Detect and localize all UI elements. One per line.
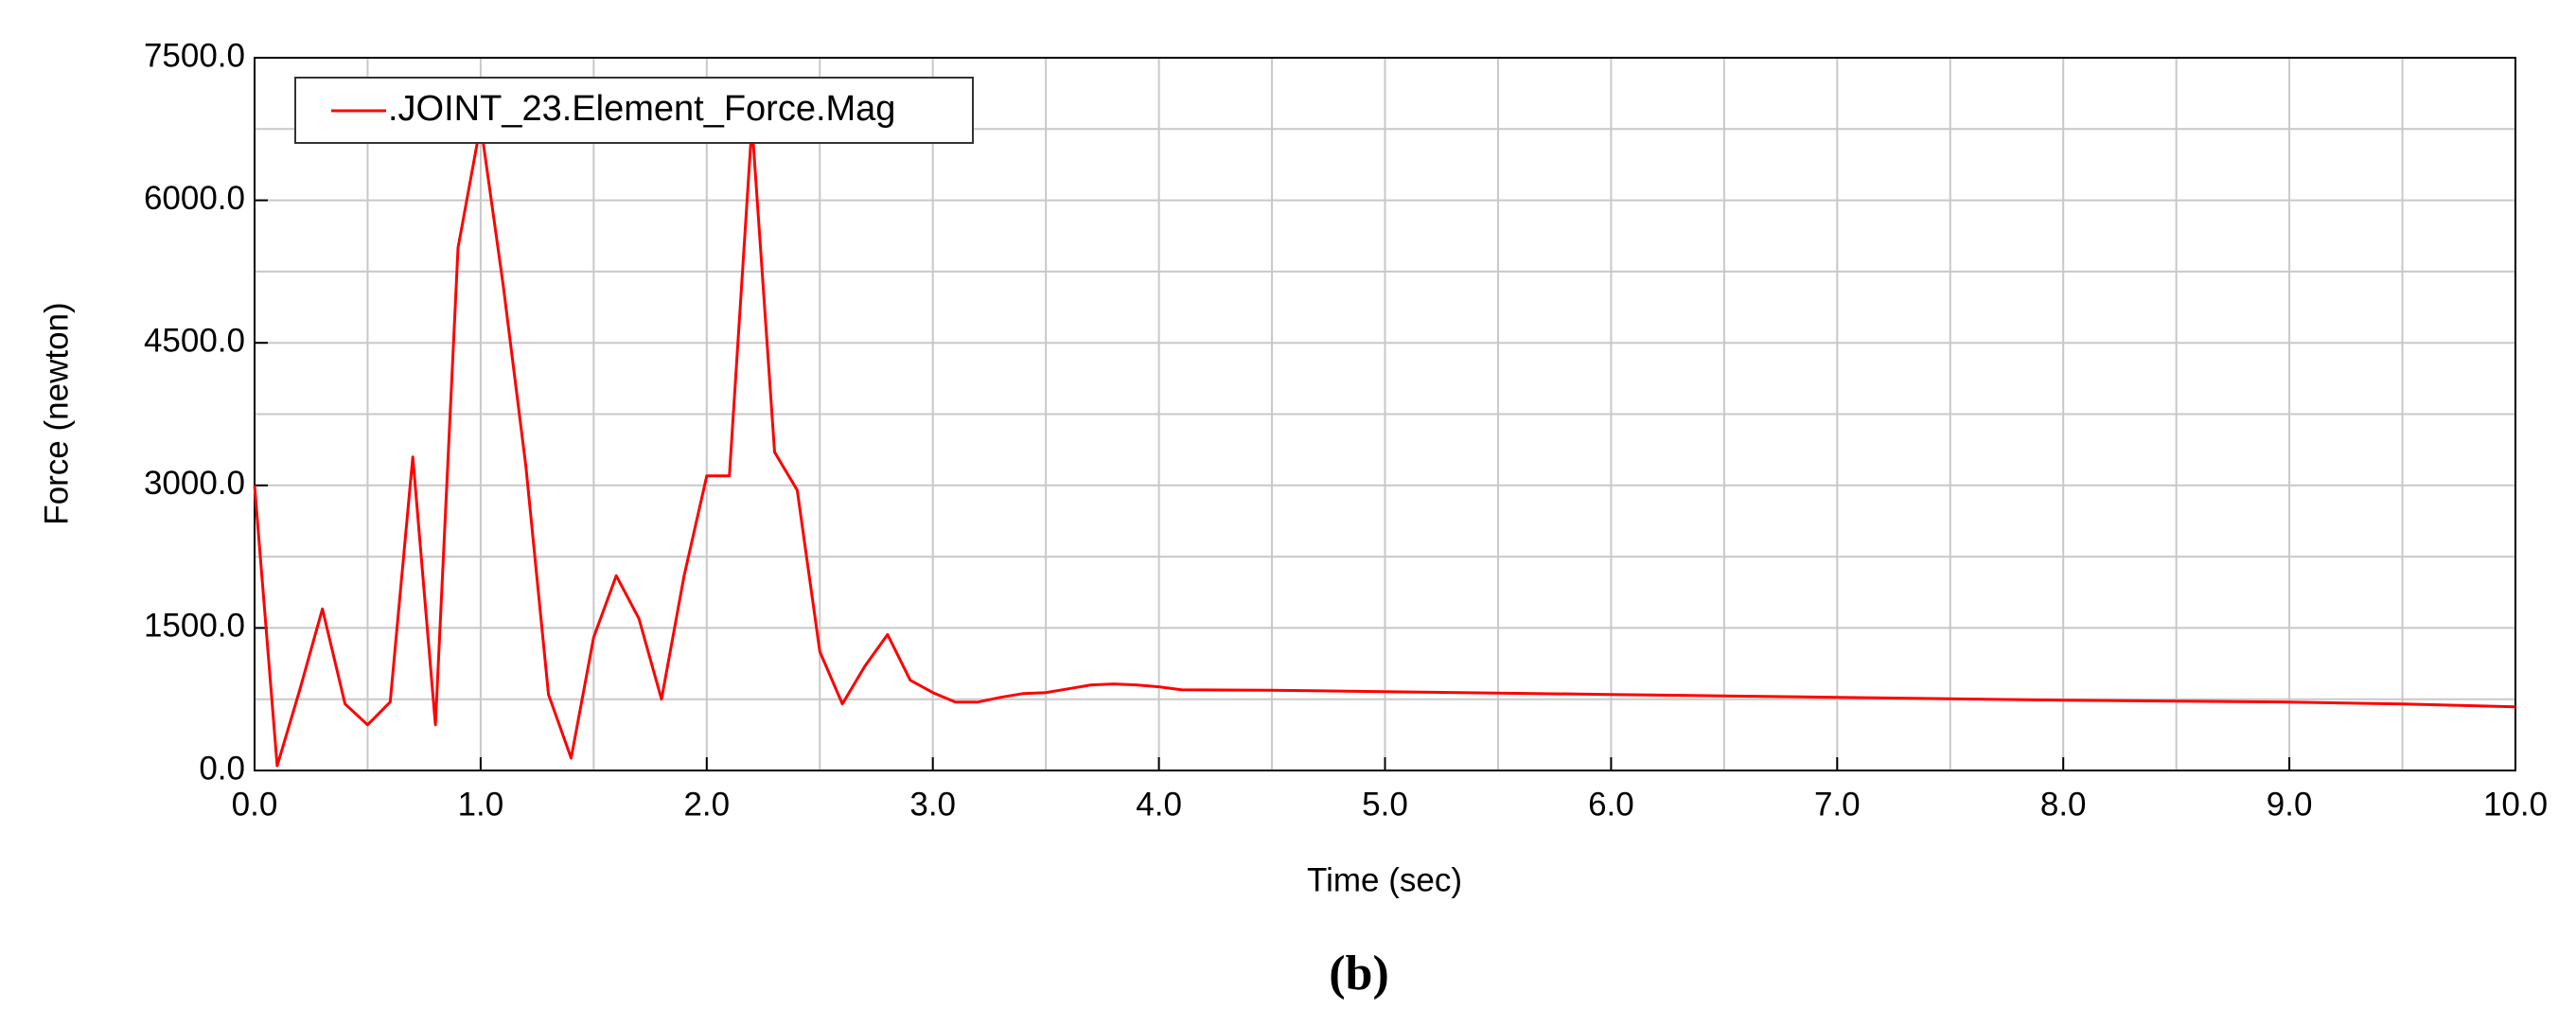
- caption: (b): [1329, 947, 1389, 1000]
- x-tick-label: 3.0: [909, 786, 956, 823]
- x-tick-label: 9.0: [2267, 786, 2313, 823]
- x-tick-label: 2.0: [683, 786, 730, 823]
- x-axis-label: Time (sec): [1307, 861, 1462, 898]
- y-tick-label: 7500.0: [144, 37, 245, 74]
- y-tick-label: 6000.0: [144, 180, 245, 217]
- y-tick-label: 0.0: [199, 750, 245, 787]
- x-tick-label: 8.0: [2040, 786, 2087, 823]
- x-tick-label: 1.0: [458, 786, 504, 823]
- y-tick-label: 3000.0: [144, 465, 245, 502]
- y-tick-label: 4500.0: [144, 322, 245, 359]
- legend-label: .JOINT_23.Element_Force.Mag: [388, 89, 895, 129]
- y-tick-label: 1500.0: [144, 608, 245, 645]
- data-line: [253, 122, 2516, 768]
- x-tick-label: 10.0: [2483, 786, 2548, 823]
- x-tick-label: 4.0: [1136, 786, 1182, 823]
- x-tick-label: 7.0: [1814, 786, 1861, 823]
- x-tick-label: 0.0: [232, 786, 278, 823]
- y-axis-label: Force (newton): [38, 302, 75, 524]
- plot-frame: [254, 57, 2516, 771]
- x-tick-label: 5.0: [1362, 786, 1408, 823]
- x-tick-label: 6.0: [1588, 786, 1634, 823]
- legend-box: [294, 77, 974, 144]
